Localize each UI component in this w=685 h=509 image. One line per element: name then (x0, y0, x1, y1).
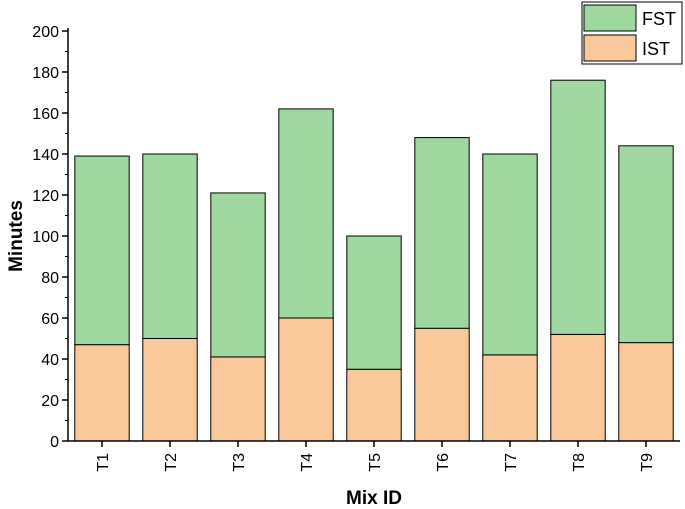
bar-fst-t9 (618, 145, 674, 344)
y-tick-label: 200 (32, 24, 59, 41)
x-tick-label: T3 (231, 453, 248, 472)
bar-ist-t7 (482, 354, 538, 442)
y-tick-label: 100 (32, 229, 59, 246)
bar-ist-t8 (550, 333, 606, 442)
y-tick-label: 40 (41, 352, 59, 369)
bar-ist-t2 (142, 338, 198, 442)
x-tick-label: T7 (503, 453, 520, 472)
bar-ist-t1 (74, 344, 130, 442)
y-tick-label: 60 (41, 311, 59, 328)
x-axis-title: Mix ID (346, 488, 402, 509)
bar-fst-t7 (482, 153, 538, 356)
bar-fst-t5 (346, 235, 402, 370)
bar-ist-t9 (618, 342, 674, 442)
bar-ist-t6 (414, 327, 470, 442)
legend-swatch-fst (583, 4, 637, 32)
y-tick-label: 180 (32, 65, 59, 82)
legend-label-ist: IST (642, 39, 670, 59)
y-tick-label: 120 (32, 188, 59, 205)
axes-group: T1 T2 T3 T4 T5 T6 T7 T8 T9 0 20 40 60 80 100 120 140 160 1… (32, 24, 680, 472)
bar-fst-t4 (278, 108, 334, 319)
legend: FST IST (581, 1, 683, 65)
y-tick-label: 80 (41, 270, 59, 287)
x-tick-label: T4 (299, 453, 316, 472)
bar-ist-t3 (210, 356, 266, 442)
bars-group (74, 79, 674, 442)
bar-fst-t6 (414, 137, 470, 329)
bar-fst-t2 (142, 153, 198, 339)
x-tick-label: T5 (367, 453, 384, 472)
y-tick-label: 140 (32, 147, 59, 164)
x-tick-label: T1 (95, 453, 112, 472)
y-axis-title: Minutes (6, 200, 27, 272)
x-tick-label: T8 (571, 453, 588, 472)
legend-swatch-ist (583, 34, 637, 62)
y-tick-label: 160 (32, 106, 59, 123)
bar-ist-t5 (346, 368, 402, 442)
bar-fst-t3 (210, 192, 266, 358)
x-tick-label: T9 (639, 453, 656, 472)
legend-label-fst: FST (642, 9, 676, 29)
bar-ist-t4 (278, 317, 334, 442)
bar-fst-t1 (74, 155, 130, 346)
bar-fst-t8 (550, 79, 606, 335)
y-tick-label: 20 (41, 393, 59, 410)
x-tick-label: T2 (163, 453, 180, 472)
y-tick-label: 0 (50, 434, 59, 451)
x-tick-label: T6 (435, 453, 452, 472)
